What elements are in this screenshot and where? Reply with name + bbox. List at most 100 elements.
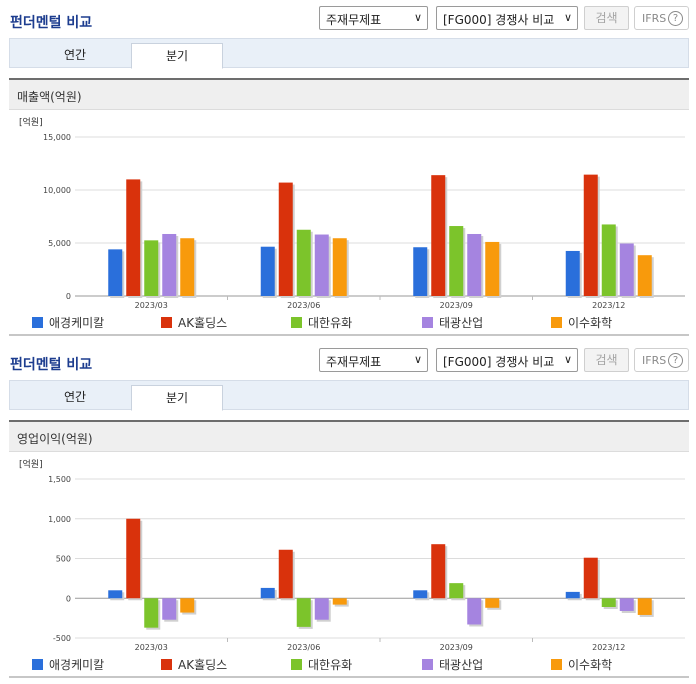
bar[interactable] <box>637 598 652 615</box>
ifrs-help-button[interactable]: IFRS ? <box>634 6 689 30</box>
y-tick-label: 5,000 <box>48 239 71 248</box>
bar[interactable] <box>278 182 293 296</box>
ifrs-label: IFRS <box>642 12 667 25</box>
chevron-down-icon: ∨ <box>563 11 572 24</box>
question-icon: ? <box>668 353 683 368</box>
tab-quarterly[interactable]: 분기 <box>131 385 223 411</box>
bar[interactable] <box>144 598 159 628</box>
bar[interactable] <box>431 175 446 296</box>
bar[interactable] <box>332 598 347 605</box>
tab-annual[interactable]: 연간 <box>63 48 87 62</box>
bar[interactable] <box>431 544 446 599</box>
legend-item[interactable]: 이수화학 <box>551 314 612 331</box>
bar[interactable] <box>565 591 580 599</box>
bar[interactable] <box>278 549 293 599</box>
chart-header: 영업이익(억원) <box>9 422 689 452</box>
bar[interactable] <box>108 249 123 296</box>
competitor-group-select[interactable]: [FG000] 경쟁사 비교 ∨ <box>436 6 578 30</box>
statement-type-select[interactable]: 주재무제표 ∨ <box>319 6 428 30</box>
bar[interactable] <box>583 557 598 599</box>
legend-label: 태광산업 <box>439 658 484 672</box>
chart-panel: 매출액(억원) [억원] 0 5,000 10,000 15,000 2023/03 202… <box>9 78 689 336</box>
legend-label: 태광산업 <box>439 316 484 330</box>
legend-item[interactable]: 대한유화 <box>291 314 352 331</box>
tab-annual[interactable]: 연간 <box>63 390 87 404</box>
bar[interactable] <box>413 590 428 599</box>
bar[interactable] <box>314 598 329 620</box>
legend-item[interactable]: 애경케미칼 <box>32 656 104 673</box>
bar[interactable] <box>144 240 159 296</box>
legend-label: 애경케미칼 <box>49 658 105 672</box>
bar[interactable] <box>126 518 141 599</box>
chevron-down-icon: ∨ <box>413 11 422 24</box>
bar[interactable] <box>449 583 464 599</box>
bar[interactable] <box>449 226 464 296</box>
bar[interactable] <box>485 241 500 296</box>
bar[interactable] <box>162 598 177 620</box>
tab-quarterly[interactable]: 분기 <box>131 43 223 69</box>
bar[interactable] <box>180 238 195 296</box>
legend-label: 애경케미칼 <box>49 316 105 330</box>
x-tick-label: 2023/06 <box>287 643 320 652</box>
y-tick-label: 1,500 <box>48 475 71 484</box>
bar[interactable] <box>619 598 634 611</box>
legend-item[interactable]: 이수화학 <box>551 656 612 673</box>
chevron-down-icon: ∨ <box>563 353 572 366</box>
statement-type-value: 주재무제표 <box>326 13 382 27</box>
revenue-bar-chart: [억원] 0 5,000 10,000 15,000 2023/03 2023/06 2023… <box>19 116 685 310</box>
bar[interactable] <box>126 179 141 296</box>
fundamental-section-operating-profit: 펀더멘털 비교 주재무제표 ∨ [FG000] 경쟁사 비교 ∨ 검색 IFRS… <box>0 342 696 684</box>
bar[interactable] <box>601 598 616 607</box>
operating-profit-bar-chart: [억원] -500 0 500 1,000 1,500 2023/03 2023/06 2023… <box>19 458 685 652</box>
legend-item[interactable]: AK홀딩스 <box>161 314 227 331</box>
search-button[interactable]: 검색 <box>584 348 629 372</box>
bar[interactable] <box>637 255 652 296</box>
bar[interactable] <box>467 598 482 625</box>
bar[interactable] <box>314 234 329 296</box>
section-title: 펀더멘털 비교 <box>10 357 93 373</box>
x-tick-label: 2023/09 <box>440 301 473 310</box>
bar[interactable] <box>583 174 598 296</box>
bar[interactable] <box>467 233 482 296</box>
bar[interactable] <box>296 229 311 296</box>
bar[interactable] <box>565 250 580 296</box>
x-tick-label: 2023/06 <box>287 301 320 310</box>
chart-legend: 애경케미칼 AK홀딩스 대한유화 태광산업 이수화학 <box>9 656 689 674</box>
ifrs-help-button[interactable]: IFRS ? <box>634 348 689 372</box>
bar[interactable] <box>296 598 311 627</box>
y-tick-label: -500 <box>53 634 71 643</box>
legend-label: 이수화학 <box>568 316 613 330</box>
bar[interactable] <box>619 243 634 296</box>
competitor-group-select[interactable]: [FG000] 경쟁사 비교 ∨ <box>436 348 578 372</box>
legend-label: 대한유화 <box>308 316 353 330</box>
bar[interactable] <box>332 238 347 296</box>
search-button[interactable]: 검색 <box>584 6 629 30</box>
statement-type-select[interactable]: 주재무제표 ∨ <box>319 348 428 372</box>
question-icon: ? <box>668 11 683 26</box>
chevron-down-icon: ∨ <box>413 353 422 366</box>
competitor-group-value: [FG000] 경쟁사 비교 <box>443 355 555 369</box>
y-tick-label: 15,000 <box>43 133 71 142</box>
competitor-group-value: [FG000] 경쟁사 비교 <box>443 13 555 27</box>
bar[interactable] <box>413 247 428 296</box>
legend-swatch <box>161 659 172 670</box>
period-tabs: 연간 분기 <box>9 380 689 411</box>
section-header: 펀더멘털 비교 주재무제표 ∨ [FG000] 경쟁사 비교 ∨ 검색 IFRS… <box>0 342 696 378</box>
bar[interactable] <box>260 587 275 599</box>
legend-item[interactable]: 태광산업 <box>422 314 483 331</box>
bar[interactable] <box>601 224 616 296</box>
bar[interactable] <box>485 598 500 608</box>
legend-swatch <box>422 317 433 328</box>
bar[interactable] <box>108 590 123 599</box>
section-header: 펀더멘털 비교 주재무제표 ∨ [FG000] 경쟁사 비교 ∨ 검색 IFRS… <box>0 0 696 36</box>
bar[interactable] <box>260 246 275 296</box>
bar[interactable] <box>162 233 177 296</box>
legend-item[interactable]: AK홀딩스 <box>161 656 227 673</box>
y-tick-label: 1,000 <box>48 515 71 524</box>
legend-swatch <box>32 659 43 670</box>
legend-item[interactable]: 태광산업 <box>422 656 483 673</box>
y-tick-label: 500 <box>56 555 71 564</box>
legend-item[interactable]: 대한유화 <box>291 656 352 673</box>
bar[interactable] <box>180 598 195 613</box>
legend-item[interactable]: 애경케미칼 <box>32 314 104 331</box>
